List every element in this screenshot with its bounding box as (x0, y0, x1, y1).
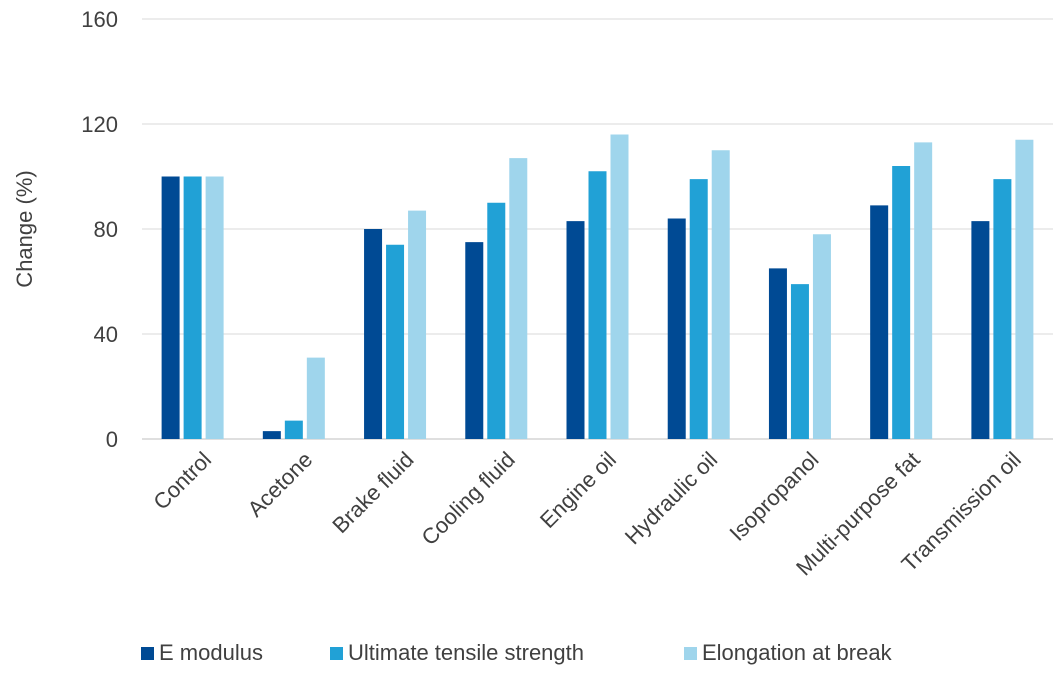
bars (161, 134, 1034, 439)
bar (667, 218, 686, 439)
y-axis-title: Change (%) (12, 170, 37, 287)
legend-swatch (684, 647, 697, 660)
x-tick-label: Isopropanol (724, 447, 823, 546)
bar (993, 179, 1012, 439)
y-tick-label: 40 (94, 322, 118, 347)
y-tick-label: 120 (81, 112, 118, 137)
x-tick-label: Engine oil (535, 447, 621, 533)
legend-label: E modulus (159, 640, 263, 665)
legend: E modulus Ultimate tensile strength Elonga… (141, 640, 893, 665)
bar (364, 229, 383, 439)
x-tick-label: Control (148, 447, 216, 515)
bar (892, 166, 911, 439)
bar (509, 158, 528, 439)
bar (914, 142, 933, 439)
legend-label: Ultimate tensile strength (348, 640, 584, 665)
y-axis-ticks: 0 40 80 120 160 (81, 7, 118, 452)
bar (386, 244, 405, 439)
bar (465, 242, 484, 439)
bar (205, 176, 224, 439)
bar (161, 176, 180, 439)
bar (262, 431, 281, 439)
bar (768, 268, 787, 439)
bar (610, 134, 629, 439)
y-tick-label: 80 (94, 217, 118, 242)
y-tick-label: 0 (106, 427, 118, 452)
bar (689, 179, 708, 439)
bar (971, 221, 990, 439)
bar (870, 205, 889, 439)
y-tick-label: 160 (81, 7, 118, 32)
legend-label: Elongation at break (702, 640, 893, 665)
bar (183, 176, 202, 439)
bar (284, 420, 303, 439)
bar (566, 221, 585, 439)
bar (711, 150, 730, 439)
bar (408, 210, 427, 439)
bar (487, 202, 506, 439)
bar (1015, 139, 1034, 439)
bar (306, 357, 325, 439)
bar (588, 171, 607, 439)
x-tick-label: Brake fluid (327, 447, 418, 538)
x-tick-label: Acetone (243, 447, 318, 522)
legend-swatch (330, 647, 343, 660)
legend-swatch (141, 647, 154, 660)
x-tick-label: Cooling fluid (417, 447, 520, 550)
x-tick-label: Hydraulic oil (620, 447, 722, 549)
bar (790, 284, 809, 439)
bar (812, 234, 831, 439)
